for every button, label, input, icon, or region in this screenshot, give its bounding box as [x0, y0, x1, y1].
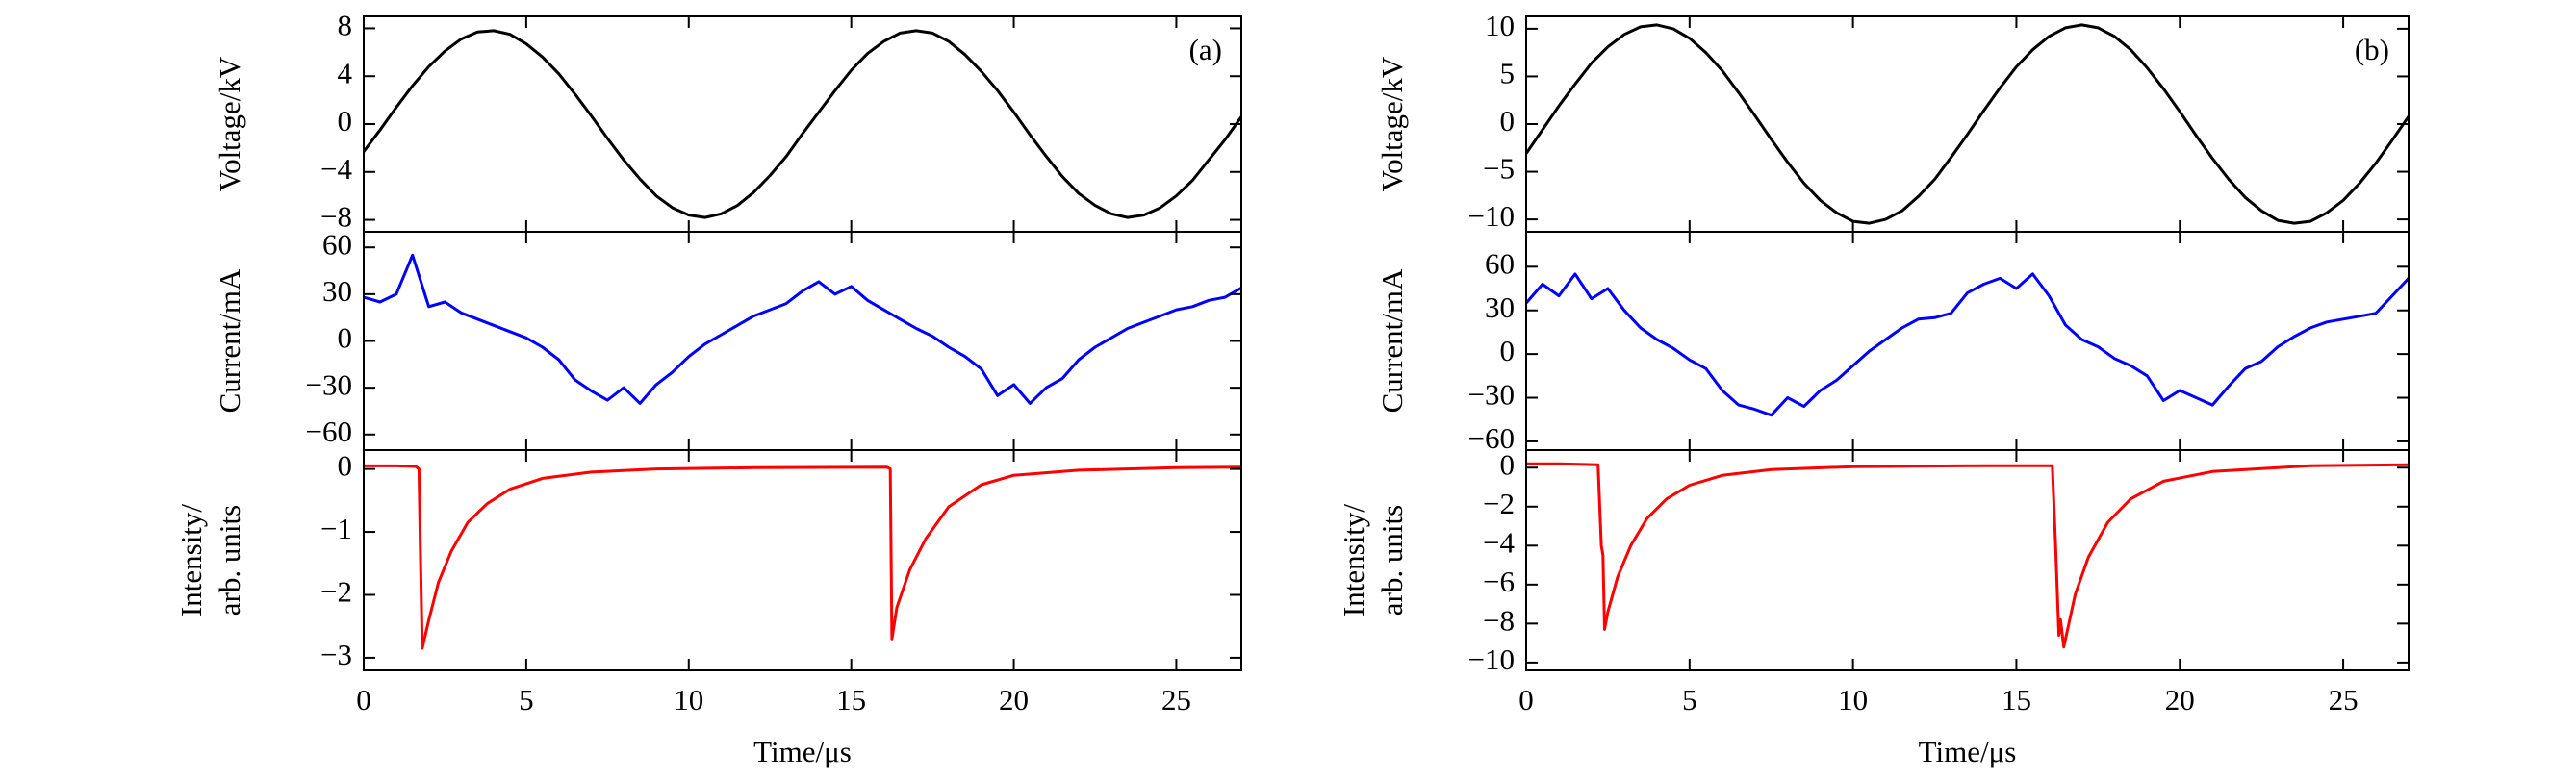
- x-tick-label: 15: [836, 683, 866, 717]
- y-tick-label: −2: [320, 575, 352, 609]
- plot-frame: [363, 15, 1242, 233]
- y-axis-label: Voltage/kV: [213, 56, 246, 191]
- y-tick-label: 30: [1485, 290, 1515, 324]
- y-tick-label: 0: [338, 104, 353, 138]
- y-tick-label: −60: [306, 415, 352, 448]
- x-axis-label: Time/μs: [753, 735, 852, 768]
- x-tick-label: 25: [1161, 683, 1191, 717]
- panel-label: (a): [1189, 33, 1222, 66]
- y-tick-label: 0: [338, 449, 353, 483]
- y-tick-label: −10: [1468, 642, 1515, 676]
- y-tick-label: −4: [1483, 525, 1515, 559]
- y-tick-label: 5: [1500, 57, 1516, 90]
- y-axis-label: Intensity/: [1337, 504, 1370, 616]
- x-tick-label: 25: [2329, 683, 2359, 717]
- y-tick-label: −30: [306, 367, 352, 401]
- data-line: [364, 253, 1241, 405]
- data-line: [1526, 272, 2409, 417]
- y-axis-label: Intensity/: [174, 504, 208, 616]
- y-tick-label: −8: [1483, 603, 1515, 637]
- x-tick-label: 20: [2165, 683, 2195, 717]
- y-tick-label: −30: [1468, 378, 1515, 412]
- x-tick-label: 10: [674, 683, 703, 717]
- y-tick-label: 8: [338, 9, 353, 42]
- y-tick-label: −1: [320, 512, 352, 545]
- data-line: [1526, 23, 2409, 225]
- y-tick-label: 60: [322, 227, 352, 261]
- subplot: −10 −8 −6 −4 −2 0 0 5 10 15 20 25 Time/μs Intensity/a…: [1337, 447, 2410, 768]
- plot-frame: [1525, 15, 2410, 233]
- y-tick-label: −60: [1468, 421, 1515, 455]
- y-tick-label: −5: [1483, 152, 1515, 186]
- y-tick-label: 10: [1485, 9, 1515, 42]
- data-line: [364, 29, 1241, 219]
- y-tick-label: 0: [1500, 104, 1516, 138]
- y-tick-label: 0: [1500, 334, 1516, 367]
- subplot: −10 −5 0 5 10 Voltage/kV (b): [1375, 9, 2410, 233]
- y-axis-label: Current/mA: [213, 268, 246, 413]
- y-axis-label: arb. units: [213, 505, 246, 616]
- x-tick-label: 15: [2002, 683, 2031, 717]
- x-tick-label: 20: [999, 683, 1029, 717]
- y-tick-label: 0: [1500, 447, 1516, 481]
- x-tick-label: 0: [356, 683, 371, 717]
- y-tick-label: 4: [338, 56, 353, 89]
- y-axis-label: Current/mA: [1375, 268, 1409, 413]
- y-tick-label: 30: [322, 274, 352, 308]
- y-tick-label: 60: [1485, 246, 1515, 280]
- plot-frame: [1525, 449, 2410, 671]
- y-axis-label: Voltage/kV: [1375, 56, 1409, 191]
- plot-frame: [363, 231, 1242, 451]
- subplot: −60 −30 0 30 60 Current/mA: [213, 227, 1242, 451]
- y-tick-label: 0: [338, 321, 353, 355]
- y-tick-label: −6: [1483, 565, 1515, 598]
- x-tick-label: 10: [1838, 683, 1868, 717]
- plot-frame: [363, 449, 1242, 671]
- data-line: [364, 464, 1241, 650]
- x-axis-label: Time/μs: [1919, 735, 2017, 768]
- subplot: −8 −4 0 4 8 Voltage/kV (a): [213, 9, 1242, 234]
- y-tick-label: −10: [1468, 199, 1515, 233]
- x-tick-label: 0: [1518, 683, 1534, 717]
- y-tick-label: −8: [320, 200, 352, 234]
- y-tick-label: −2: [1483, 487, 1515, 520]
- subplot: −3 −2 −1 0 0 5 10 15 20 25 Time/μs Intensity/arb. u…: [174, 449, 1242, 768]
- x-tick-label: 5: [1682, 683, 1697, 717]
- data-line: [1526, 462, 2409, 649]
- y-tick-label: −4: [320, 152, 352, 186]
- panel-label: (b): [2355, 33, 2389, 66]
- subplot: −60 −30 0 30 60 Current/mA: [1375, 231, 2410, 455]
- y-tick-label: −3: [320, 638, 352, 671]
- y-axis-label: arb. units: [1375, 505, 1409, 616]
- x-tick-label: 5: [519, 683, 534, 717]
